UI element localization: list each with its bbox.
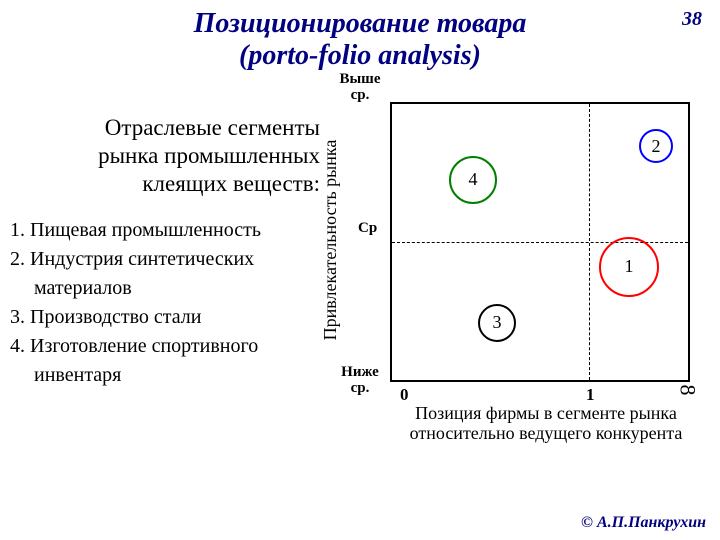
chart-point: 2 [639, 129, 673, 163]
list-item: 4. Изготовление спортивного [10, 333, 320, 360]
left-list: 1. Пищевая промышленность 2. Индустрия с… [10, 217, 320, 389]
y-axis-title: Привлекательность рынка [320, 112, 341, 368]
list-item: инвентаря [10, 362, 320, 389]
x-tick-infinity: 8 [675, 385, 701, 396]
chart-point: 4 [449, 156, 497, 204]
left-heading: Отраслевые сегменты рынка промышленных к… [10, 114, 320, 197]
content-area: Отраслевые сегменты рынка промышленных к… [0, 72, 720, 492]
title-line2: (porto-folio analysis) [239, 40, 481, 71]
plot-area: 4 2 3 1 [390, 102, 690, 382]
chart-point: 1 [599, 237, 659, 297]
y-label-mid: Ср [358, 220, 377, 237]
title-line1: Позиционирование товара [194, 8, 527, 39]
slide-number: 38 [682, 8, 702, 31]
heading-l3: клеящих веществ: [142, 171, 320, 196]
x-title-l1: Позиция фирмы в сегменте рынка [415, 403, 677, 423]
x-title-l2: относительно ведущего конкурента [410, 423, 683, 443]
left-panel: Отраслевые сегменты рынка промышленных к… [10, 114, 320, 391]
heading-l2: рынка промышленных [98, 143, 320, 168]
y-label-top: Выше ср. [334, 72, 386, 104]
list-item: материалов [10, 275, 320, 302]
midline-vertical [589, 104, 590, 380]
copyright: © А.П.Панкрухин [581, 514, 706, 532]
x-axis-title: Позиция фирмы в сегменте рынка относител… [386, 404, 706, 444]
chart-point: 3 [478, 304, 516, 342]
y-bot-l1: Ниже [341, 364, 379, 380]
list-item: 2. Индустрия синтетических [10, 246, 320, 273]
y-bot-l2: ср. [351, 380, 370, 396]
y-label-bottom: Ниже ср. [334, 365, 386, 397]
slide-title: Позиционирование товара (porto-folio ana… [0, 0, 720, 72]
heading-l1: Отраслевые сегменты [105, 115, 320, 140]
y-top-l2: ср. [351, 87, 370, 103]
x-tick-0: 0 [400, 385, 409, 405]
y-top-l1: Выше [339, 71, 380, 87]
portfolio-chart: Выше ср. Ср Ниже ср. Привлекательность р… [330, 72, 705, 452]
x-tick-1: 1 [586, 385, 595, 405]
list-item: 1. Пищевая промышленность [10, 217, 320, 244]
list-item: 3. Производство стали [10, 304, 320, 331]
